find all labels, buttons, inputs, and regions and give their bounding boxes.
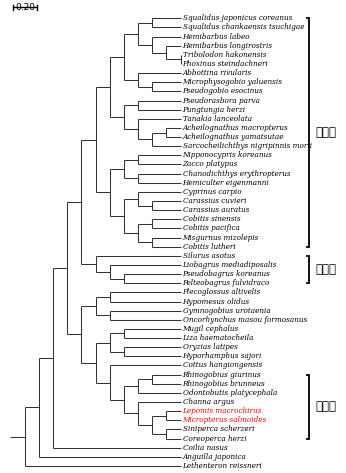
Text: Rhinogobius brunneus: Rhinogobius brunneus xyxy=(183,380,265,388)
Text: Hemibarbus labeo: Hemibarbus labeo xyxy=(183,33,250,41)
Text: Pseudogobio esocinus: Pseudogobio esocinus xyxy=(183,88,263,96)
Text: Coreoperca herzi: Coreoperca herzi xyxy=(183,435,246,443)
Text: Plecoglossus altivelis: Plecoglossus altivelis xyxy=(183,289,261,297)
Text: Cyprinus carpio: Cyprinus carpio xyxy=(183,188,241,196)
Text: Squalidus chankaensis tsuchigae: Squalidus chankaensis tsuchigae xyxy=(183,24,304,32)
Text: Mugil cephalus: Mugil cephalus xyxy=(183,325,239,333)
Text: Hemibarbus longirostris: Hemibarbus longirostris xyxy=(183,42,273,50)
Text: Oryzias latipes: Oryzias latipes xyxy=(183,343,237,351)
Text: Hypomesus olidus: Hypomesus olidus xyxy=(183,298,250,306)
Text: Pseudorasbora parva: Pseudorasbora parva xyxy=(183,96,261,105)
Text: Tribolodon hakonensis: Tribolodon hakonensis xyxy=(183,51,266,59)
Text: Anguilla japonica: Anguilla japonica xyxy=(183,453,246,461)
Text: Acheilognathus yamatsutae: Acheilognathus yamatsutae xyxy=(183,133,284,141)
Text: Liobagrus mediadiposalis: Liobagrus mediadiposalis xyxy=(183,261,277,269)
Text: Phoxinus steindachneri: Phoxinus steindachneri xyxy=(183,60,268,68)
Text: Hemiculter eigenmanni: Hemiculter eigenmanni xyxy=(183,179,269,187)
Text: Microphysogobio yaluensis: Microphysogobio yaluensis xyxy=(183,79,283,86)
Text: Siniperca scherzeri: Siniperca scherzeri xyxy=(183,425,254,433)
Text: Cottus hangiongensis: Cottus hangiongensis xyxy=(183,361,262,369)
Text: Chanodichthys erythropterus: Chanodichthys erythropterus xyxy=(183,170,290,178)
Text: 농어목: 농어목 xyxy=(316,400,337,413)
Text: Cobitis pacifica: Cobitis pacifica xyxy=(183,224,239,232)
Text: Oncorhynchus masou formosanus: Oncorhynchus masou formosanus xyxy=(183,316,307,324)
Text: 메기목: 메기목 xyxy=(316,263,337,276)
Text: Hyporhamphus sajori: Hyporhamphus sajori xyxy=(183,352,262,360)
Text: Rhinogobius giurinus: Rhinogobius giurinus xyxy=(183,370,261,378)
Text: Liza haematocheila: Liza haematocheila xyxy=(183,334,254,342)
Text: 0.20: 0.20 xyxy=(15,3,35,12)
Text: Acheilognathus macropterus: Acheilognathus macropterus xyxy=(183,124,288,132)
Text: Carassius cuvieri: Carassius cuvieri xyxy=(183,197,246,205)
Text: Abbottina rivularis: Abbottina rivularis xyxy=(183,69,252,77)
Text: Carassius auratus: Carassius auratus xyxy=(183,206,249,214)
Text: Zacco platypus: Zacco platypus xyxy=(183,160,238,168)
Text: Lepomis macrochirus: Lepomis macrochirus xyxy=(183,407,262,415)
Text: Misgurnus mizolepis: Misgurnus mizolepis xyxy=(183,234,259,242)
Text: Odontobutis platycephala: Odontobutis platycephala xyxy=(183,389,277,397)
Text: Cobitis lutheri: Cobitis lutheri xyxy=(183,243,235,251)
Text: Squalidus japonicus coreanus: Squalidus japonicus coreanus xyxy=(183,14,292,22)
Text: Micropterus salmoides: Micropterus salmoides xyxy=(183,416,267,424)
Text: Sarcocheilichthys nigripinnis morii: Sarcocheilichthys nigripinnis morii xyxy=(183,142,312,150)
Text: Coilia nasus: Coilia nasus xyxy=(183,444,227,452)
Text: Pseudobagrus koreanus: Pseudobagrus koreanus xyxy=(183,270,271,278)
Text: Gymnogobius urotaenia: Gymnogobius urotaenia xyxy=(183,307,270,315)
Text: Pelteobagrus fulvidraco: Pelteobagrus fulvidraco xyxy=(183,279,270,287)
Text: Pungtungia herzi: Pungtungia herzi xyxy=(183,105,246,114)
Text: Lethenteron reissneri: Lethenteron reissneri xyxy=(183,462,262,470)
Text: Nipponocypris koreanus: Nipponocypris koreanus xyxy=(183,151,272,159)
Text: Channa argus: Channa argus xyxy=(183,398,234,406)
Text: Silurus asotus: Silurus asotus xyxy=(183,252,235,260)
Text: 잉어목: 잉어목 xyxy=(316,126,337,139)
Text: Tanakia lanceolata: Tanakia lanceolata xyxy=(183,115,252,123)
Text: Cobitis sinensis: Cobitis sinensis xyxy=(183,215,240,223)
